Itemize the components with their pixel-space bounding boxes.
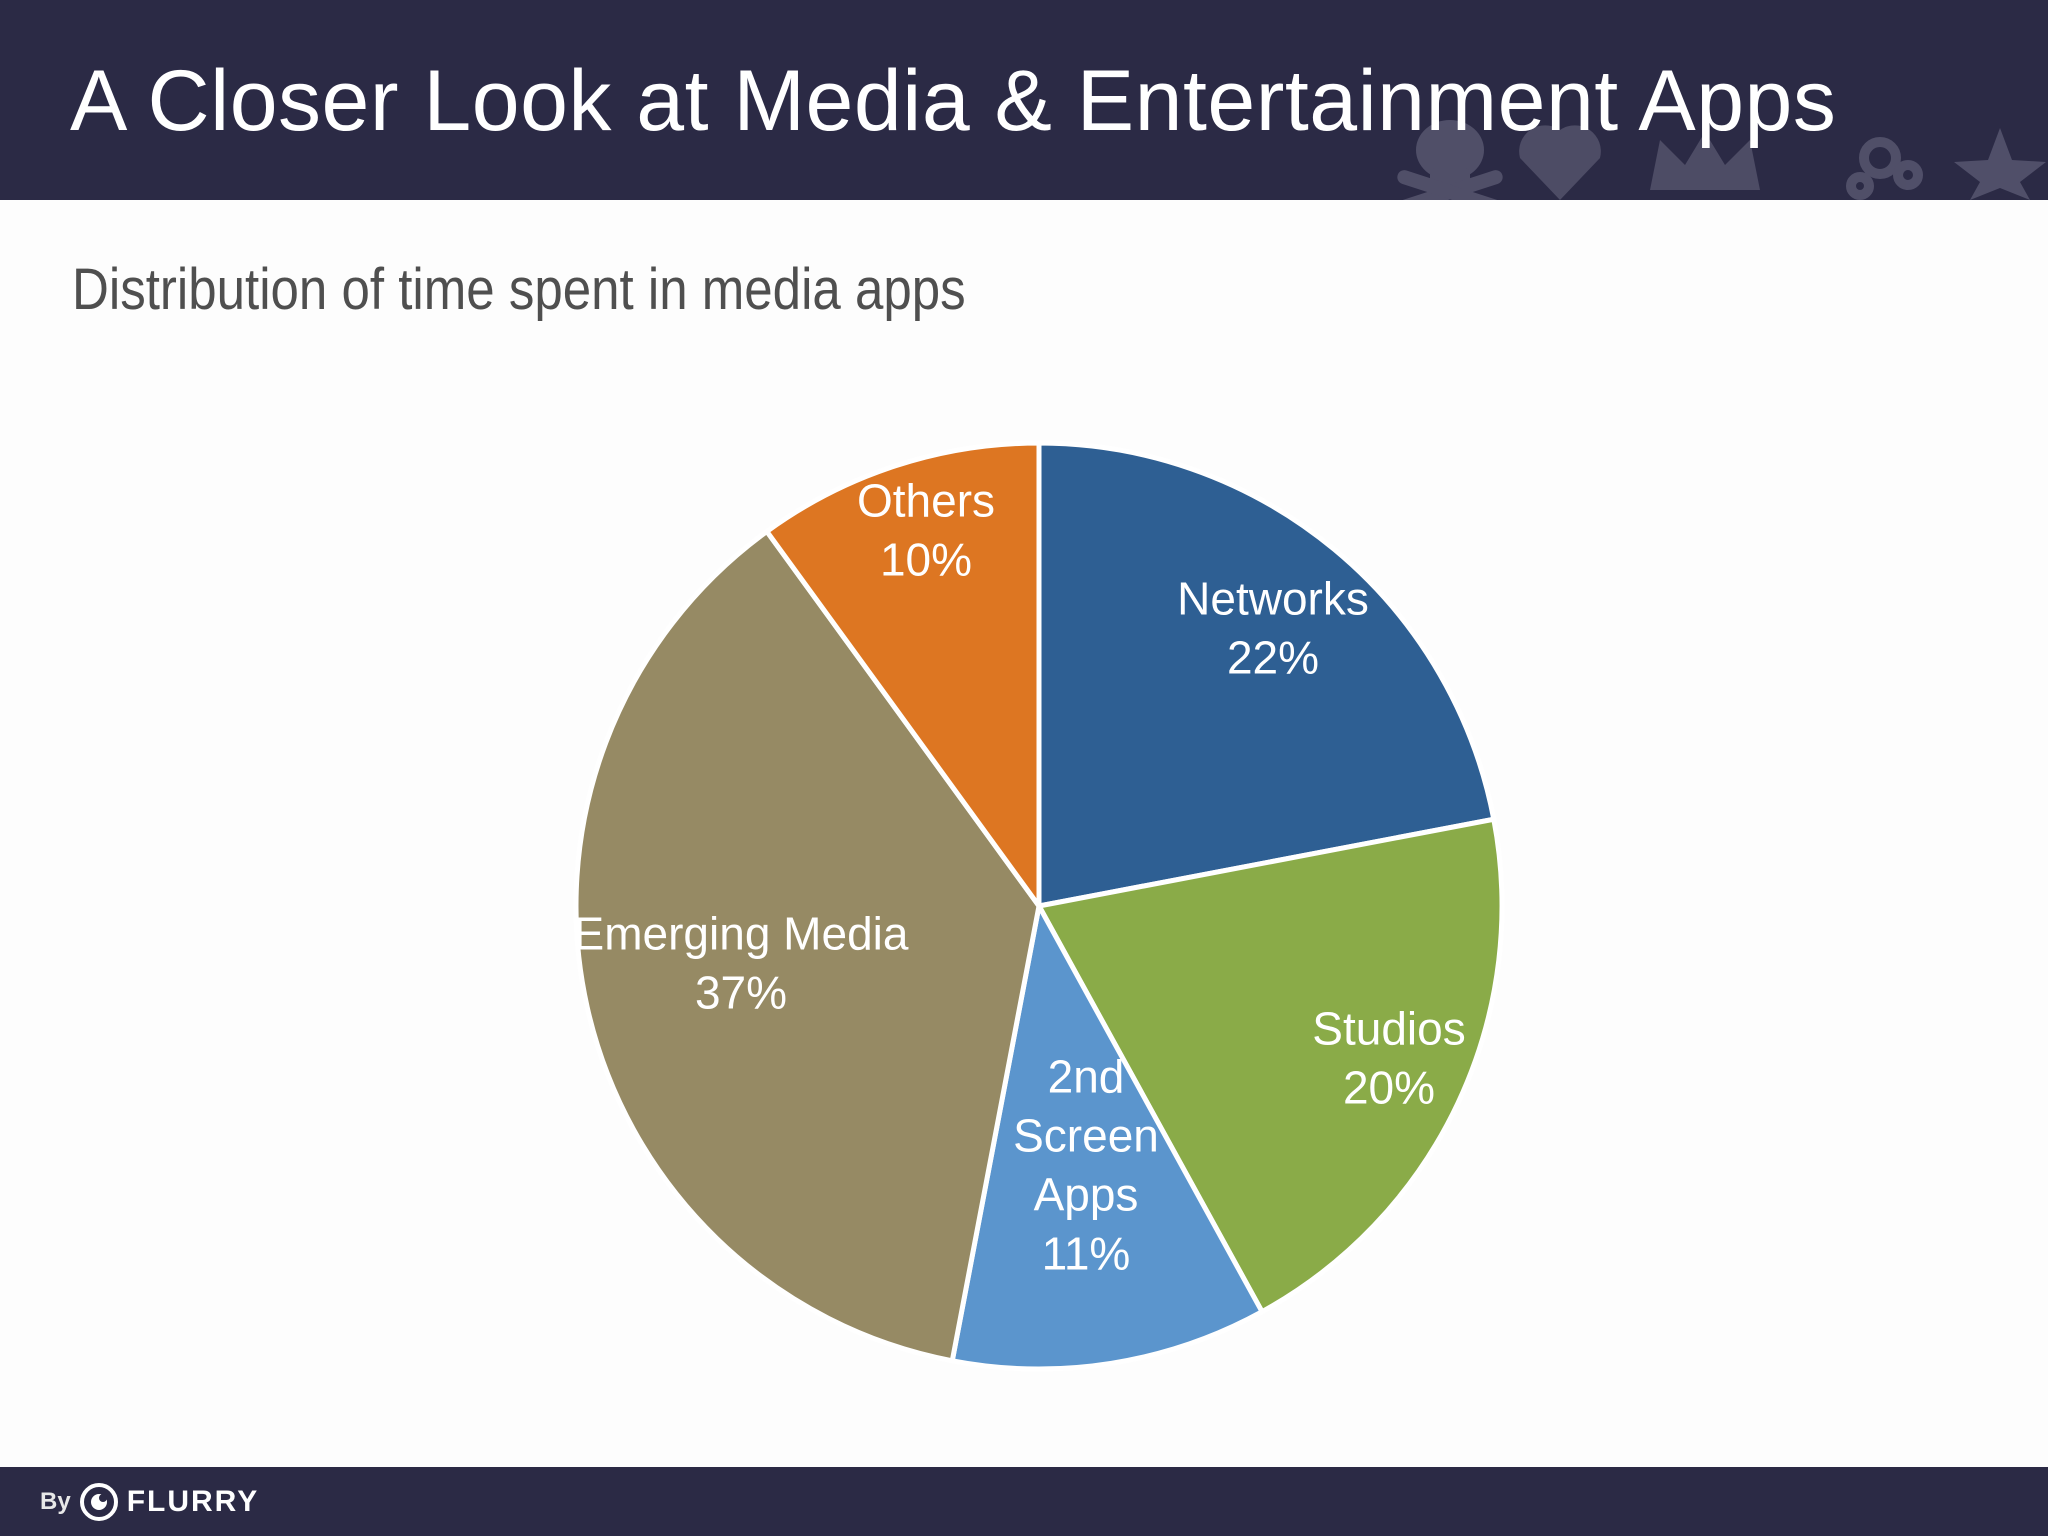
slice-value-label: 11% xyxy=(1042,1228,1131,1280)
slice-category-label: Others xyxy=(857,475,995,527)
footer-brand: FLURRY xyxy=(126,1485,260,1518)
gear-icon xyxy=(1846,137,1923,200)
pie-chart: Networks 22% Studios 20% 2nd Screen Apps 11% Eme… xyxy=(573,440,1505,1372)
data-label-2nd-screen-apps: 2nd Screen Apps 11% xyxy=(1013,1051,1159,1280)
slice-category-label: Networks xyxy=(1177,573,1369,625)
slice-value-label: 20% xyxy=(1343,1062,1435,1114)
slice-value-label: 22% xyxy=(1227,632,1319,684)
chart-subtitle: Distribution of time spent in media apps xyxy=(72,257,966,322)
slice-category-label: 2nd xyxy=(1048,1051,1125,1103)
slice-value-label: 37% xyxy=(695,967,787,1019)
banner-decoration xyxy=(1397,120,2046,200)
slice-category-label: Screen xyxy=(1013,1110,1159,1162)
title-banner: A Closer Look at Media & Entertainment A… xyxy=(0,0,2048,200)
star-icon xyxy=(1954,128,2046,200)
slice-category-label: Emerging Media xyxy=(574,908,909,960)
slice-category-label: Studios xyxy=(1312,1003,1465,1055)
heart-icon xyxy=(1519,125,1601,200)
slice-category-label: Apps xyxy=(1034,1169,1139,1221)
data-label-networks: Networks 22% xyxy=(1177,573,1369,684)
pie-slice-2nd-screen-apps xyxy=(949,898,1266,1372)
page-title: A Closer Look at Media & Entertainment A… xyxy=(70,53,1837,149)
flurry-logo: By FLURRY xyxy=(40,1479,259,1525)
crown-icon xyxy=(1650,132,1760,190)
data-label-emerging-media: Emerging Media 37% xyxy=(574,908,909,1019)
skull-icon xyxy=(1397,120,1503,200)
flurry-logo-icon xyxy=(79,1483,118,1521)
pie-slice-emerging-media xyxy=(573,527,1042,1364)
data-label-others: Others 10% xyxy=(857,475,995,586)
slice-value-label: 10% xyxy=(880,534,972,586)
data-label-studios: Studios 20% xyxy=(1312,1003,1465,1114)
pie-slice-studios xyxy=(1035,816,1505,1316)
footer-bar: By FLURRY xyxy=(0,1467,2048,1536)
pie-slice-networks xyxy=(1036,440,1497,910)
footer-by-label: By xyxy=(40,1488,71,1515)
pie-slice-others xyxy=(763,440,1042,914)
